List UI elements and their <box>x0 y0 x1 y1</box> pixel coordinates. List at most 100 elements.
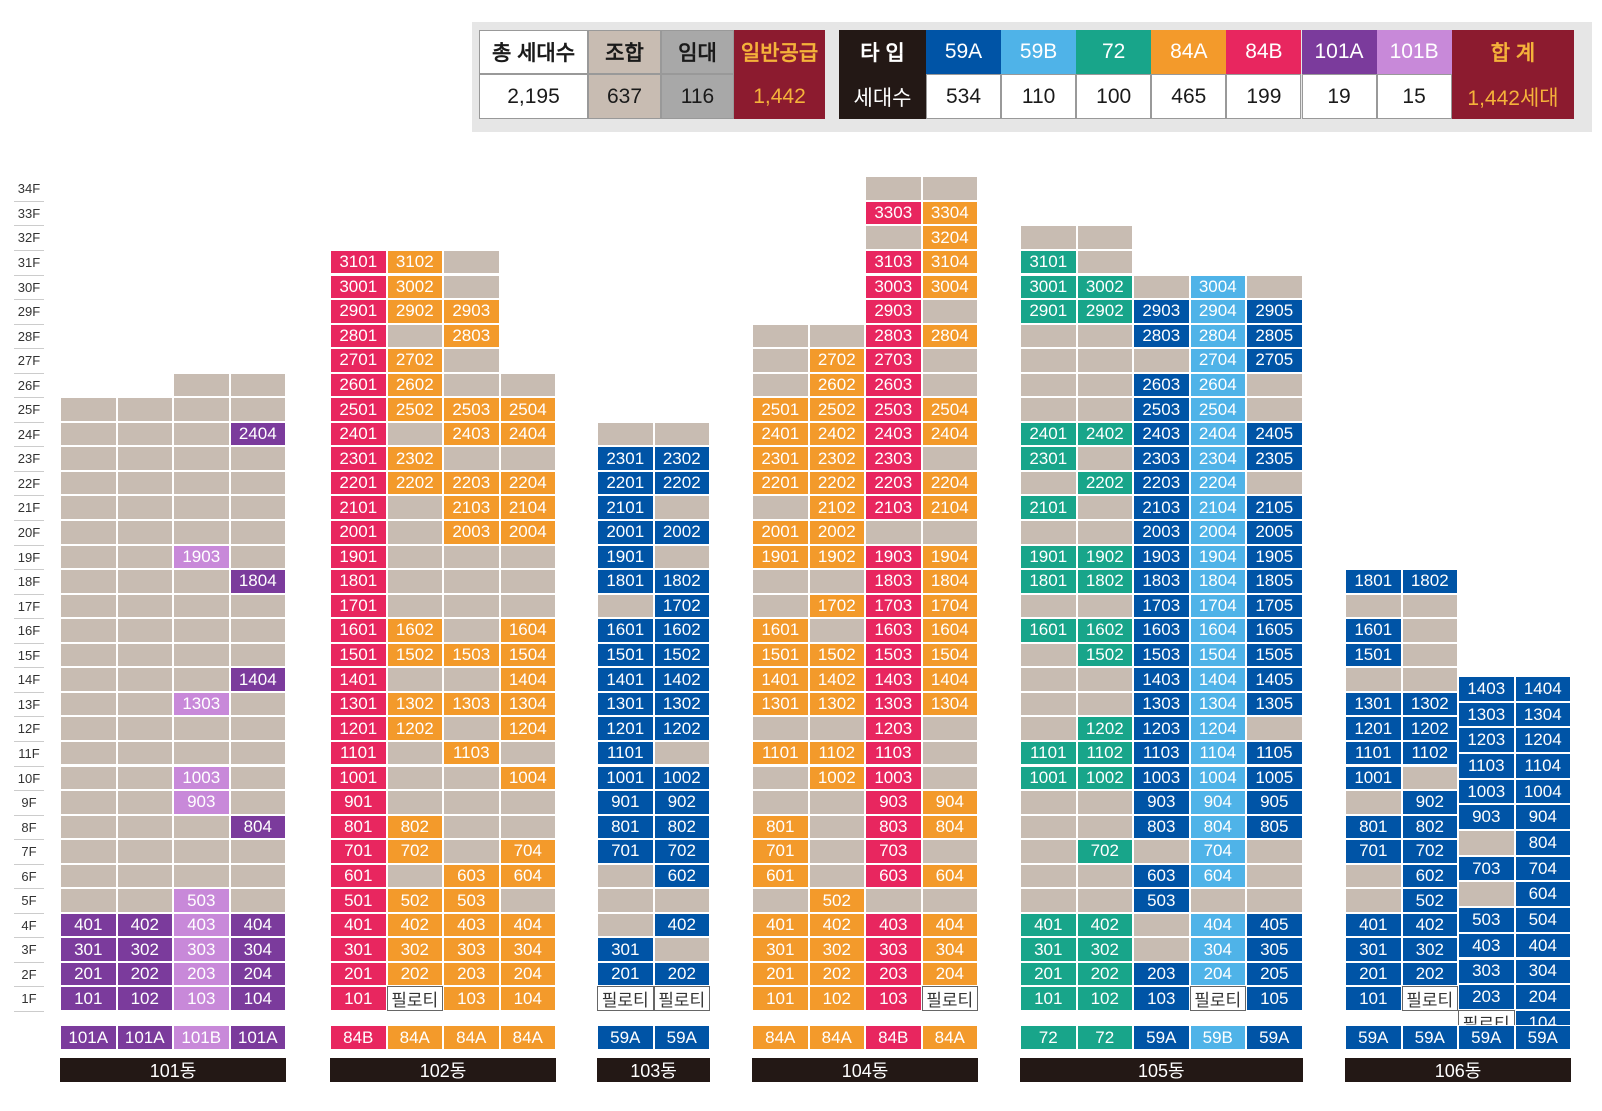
empty-cell <box>443 348 500 373</box>
unit-cell: 2804 <box>1189 323 1246 349</box>
unit-cell: 2503 <box>443 397 500 422</box>
empty-cell <box>443 716 500 741</box>
empty-cell <box>1133 937 1190 962</box>
unit-cell: 701 <box>330 839 387 864</box>
empty-cell <box>752 593 809 619</box>
unit-cell: 1604 <box>499 618 556 643</box>
empty-cell <box>116 569 173 594</box>
empty-cell <box>116 790 173 815</box>
empty-cell <box>229 839 286 864</box>
unit-cell: 402 <box>1401 912 1458 938</box>
unit-cell: 903 <box>1133 790 1190 815</box>
empty-cell <box>1076 863 1133 889</box>
empty-cell <box>1246 372 1303 398</box>
unit-cell: 101 <box>752 986 809 1011</box>
floor-line <box>14 397 44 399</box>
unit-cell: 1501 <box>597 642 654 668</box>
empty-cell <box>1020 348 1077 373</box>
floor-label: 2F <box>21 966 37 982</box>
unit-cell: 1804 <box>229 569 286 594</box>
floor-label: 11F <box>18 745 40 761</box>
unit-cell: 704 <box>1189 839 1246 864</box>
floor-line <box>14 716 44 718</box>
unit-cell: 1802 <box>1076 569 1133 594</box>
type-59B-header: 59B <box>1001 30 1077 74</box>
empty-cell <box>499 888 556 913</box>
empty-cell <box>808 569 865 594</box>
unit-cell: 필로티 <box>921 986 978 1011</box>
floor-line <box>14 200 44 202</box>
floor-line <box>14 667 44 669</box>
unit-cell: 1705 <box>1246 593 1303 619</box>
unit-cell: 3002 <box>386 274 443 300</box>
unit-cell: 2303 <box>1133 446 1190 471</box>
unit-cell: 201 <box>60 961 117 987</box>
unit-cell: 704 <box>1514 855 1571 882</box>
unit-cell: 1203 <box>865 716 922 741</box>
unit-cell: 2401 <box>330 421 387 447</box>
unit-cell: 604 <box>1514 881 1571 908</box>
floor-line <box>14 323 44 325</box>
unit-cell: 503 <box>443 888 500 913</box>
empty-cell <box>1246 839 1303 864</box>
empty-cell <box>808 790 865 815</box>
empty-cell <box>443 618 500 643</box>
unit-cell: 1403 <box>1133 667 1190 692</box>
floor-label: 1F <box>21 991 37 1007</box>
type-cell: 59A <box>1133 1025 1190 1050</box>
rental-header: 임대 <box>661 30 734 74</box>
unit-cell: 105 <box>1246 986 1303 1011</box>
empty-cell <box>1076 397 1133 422</box>
unit-cell: 501 <box>330 888 387 913</box>
empty-cell <box>60 839 117 864</box>
unit-cell: 801 <box>330 814 387 840</box>
empty-cell <box>499 569 556 594</box>
empty-cell <box>597 593 654 619</box>
unit-cell: 2201 <box>330 470 387 496</box>
unit-cell: 3103 <box>865 249 922 275</box>
empty-cell <box>386 593 443 619</box>
unit-cell: 1302 <box>808 691 865 717</box>
empty-cell <box>865 520 922 545</box>
unit-cell: 1301 <box>597 691 654 717</box>
building-name: 103동 <box>597 1058 710 1082</box>
unit-cell: 401 <box>330 912 387 938</box>
empty-cell <box>116 740 173 766</box>
unit-cell: 3104 <box>921 249 978 275</box>
type-59A-header: 59A <box>926 30 1001 74</box>
unit-cell: 402 <box>653 912 710 938</box>
empty-cell <box>229 618 286 643</box>
unit-cell: 301 <box>1345 937 1402 962</box>
building-name: 101동 <box>60 1058 286 1082</box>
empty-cell <box>921 176 978 201</box>
unit-cell: 2801 <box>330 323 387 349</box>
empty-cell <box>60 814 117 840</box>
unit-cell: 104 <box>229 986 286 1011</box>
empty-cell <box>1401 667 1458 692</box>
floor-line <box>14 691 44 693</box>
empty-cell <box>386 323 443 349</box>
unit-cell: 1404 <box>499 667 556 692</box>
type-cell: 84A <box>921 1025 978 1050</box>
unit-cell: 1502 <box>653 642 710 668</box>
empty-cell <box>752 495 809 520</box>
unit-cell: 2404 <box>229 421 286 447</box>
unit-cell: 2204 <box>921 470 978 496</box>
unit-cell: 1901 <box>597 544 654 570</box>
unit-cell: 805 <box>1246 814 1303 840</box>
empty-cell <box>921 372 978 398</box>
empty-cell <box>653 740 710 766</box>
empty-cell <box>1133 348 1190 373</box>
unit-cell: 1303 <box>1133 691 1190 717</box>
general-supply-header: 일반공급 <box>734 30 825 74</box>
empty-cell <box>1020 372 1077 398</box>
unit-cell: 1103 <box>1458 753 1515 779</box>
floor-line <box>14 986 44 988</box>
unit-cell: 1602 <box>386 618 443 643</box>
unit-cell: 1005 <box>1246 765 1303 791</box>
floor-label: 9F <box>21 795 37 811</box>
supply-summary-table: 총 세대수 조합 임대 일반공급 2,195 637 116 1,442 타 입… <box>472 22 1592 132</box>
empty-cell <box>597 863 654 889</box>
unit-cell: 903 <box>1458 804 1515 831</box>
empty-cell <box>1246 863 1303 889</box>
